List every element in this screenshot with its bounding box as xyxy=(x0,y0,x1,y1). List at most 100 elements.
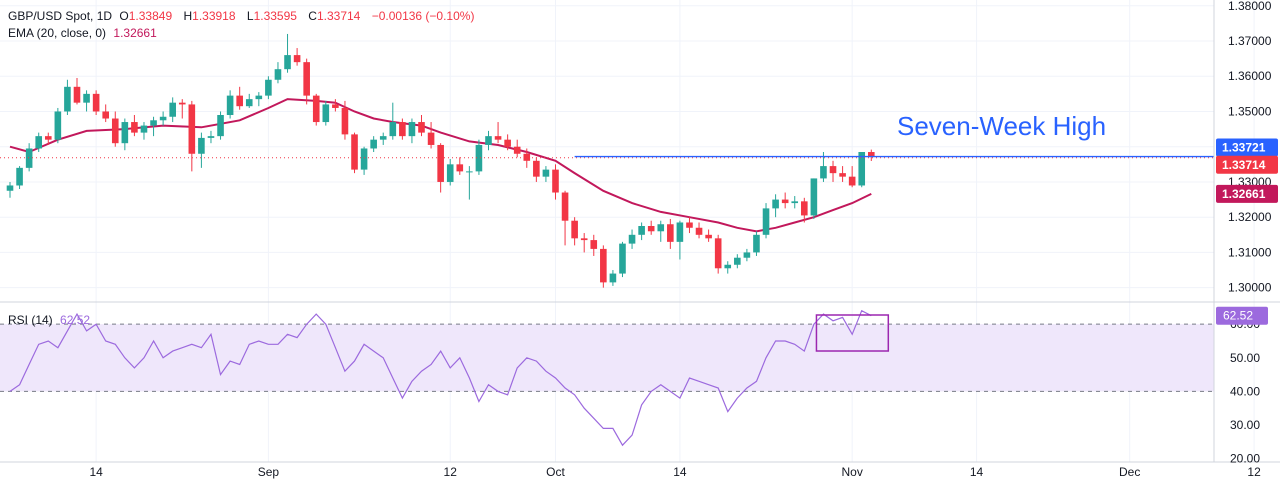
price-tag xyxy=(1216,155,1278,174)
candle-body xyxy=(312,95,320,123)
candle xyxy=(561,190,569,246)
candle-body xyxy=(159,116,167,121)
candle xyxy=(868,149,875,161)
candle-body xyxy=(274,69,282,80)
candle-body xyxy=(322,104,330,123)
candle-body xyxy=(695,227,703,235)
candle xyxy=(801,197,808,223)
price-tick-label: 1.31000 xyxy=(1228,245,1272,259)
candle-body xyxy=(446,164,454,182)
candle xyxy=(341,100,349,140)
candle-body xyxy=(504,139,511,147)
candle-body xyxy=(743,252,751,258)
high-label: H1.33918 xyxy=(183,9,236,23)
candle-body xyxy=(647,226,655,232)
candle xyxy=(83,90,90,112)
candle xyxy=(198,132,205,168)
candle-body xyxy=(131,122,138,133)
price-tick-label: 1.38000 xyxy=(1228,0,1272,13)
candle xyxy=(236,86,243,110)
candle xyxy=(571,217,578,246)
candle-body xyxy=(676,222,684,242)
candle xyxy=(552,164,559,200)
candle xyxy=(102,104,109,123)
candle-body xyxy=(121,122,129,144)
candle xyxy=(121,118,129,151)
high-value: 1.33918 xyxy=(192,9,236,23)
candle xyxy=(791,196,799,209)
candle xyxy=(255,92,263,107)
candle xyxy=(657,220,665,242)
candle xyxy=(456,157,464,175)
candle xyxy=(446,159,454,186)
candle xyxy=(494,122,502,144)
candle-body xyxy=(638,226,645,235)
candle-body xyxy=(293,55,301,63)
time-tick-label: Sep xyxy=(258,465,280,479)
candle xyxy=(217,111,224,140)
candle-body xyxy=(829,166,837,174)
candle-body xyxy=(561,192,569,221)
candle-body xyxy=(44,136,52,140)
candle xyxy=(705,229,712,242)
candle-body xyxy=(628,234,636,244)
candle-body xyxy=(858,152,866,186)
candle xyxy=(25,143,33,172)
candle xyxy=(54,107,62,144)
candle xyxy=(533,157,540,182)
rsi-tick-label: 40.00 xyxy=(1230,384,1260,398)
candle xyxy=(312,93,320,126)
candle xyxy=(734,254,741,269)
candle xyxy=(714,234,722,274)
candle-body xyxy=(533,160,540,177)
candle-body xyxy=(198,137,205,154)
candle xyxy=(64,79,71,115)
candle xyxy=(523,148,531,168)
candle xyxy=(226,90,234,119)
candle xyxy=(628,229,636,249)
overlay-layer xyxy=(0,155,1214,159)
candle xyxy=(475,139,483,175)
candle-body xyxy=(370,139,377,149)
candle xyxy=(762,203,770,239)
candle-body xyxy=(753,234,760,253)
candle-body xyxy=(781,199,789,204)
time-tick-label: Oct xyxy=(546,465,565,479)
candle-body xyxy=(111,118,119,144)
rsi-tick-label: 30.00 xyxy=(1230,418,1260,432)
candle-body xyxy=(734,257,741,265)
candle xyxy=(370,136,377,152)
rsi-label: RSI (14) xyxy=(8,313,53,327)
candle xyxy=(274,62,282,84)
candle-body xyxy=(820,166,827,179)
candle-body xyxy=(341,107,349,135)
candle-body xyxy=(35,136,43,149)
rsi-value-tag xyxy=(1216,306,1268,325)
candle xyxy=(466,166,473,200)
open-value: 1.33849 xyxy=(128,9,173,23)
candle xyxy=(542,166,550,182)
candle-body xyxy=(580,238,588,241)
price-tick-label: 1.36000 xyxy=(1228,69,1272,83)
rsi-legend: RSI (14) 62.52 xyxy=(8,313,94,327)
candle-body xyxy=(868,152,875,157)
candle xyxy=(35,132,43,152)
candle-body xyxy=(437,144,444,182)
candle xyxy=(73,78,81,105)
candle-body xyxy=(705,234,712,239)
candle xyxy=(44,132,52,145)
candle-body xyxy=(265,79,272,96)
candle xyxy=(379,132,387,145)
candle-body xyxy=(150,120,157,126)
candle-body xyxy=(810,178,818,216)
candle-body xyxy=(801,201,808,216)
candle-body xyxy=(427,132,435,145)
candle xyxy=(848,166,856,188)
candle xyxy=(408,118,416,144)
candle xyxy=(418,115,425,137)
candle-body xyxy=(609,273,617,283)
rsi-line xyxy=(9,309,872,447)
candle xyxy=(743,248,751,262)
candle-body xyxy=(590,240,598,249)
